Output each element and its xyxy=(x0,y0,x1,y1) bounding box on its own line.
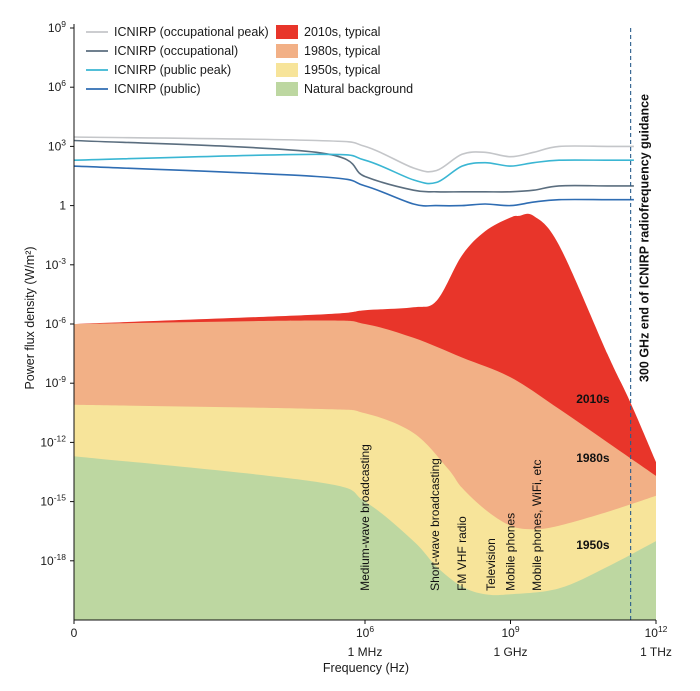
y-tick-label: 10-6 xyxy=(45,315,66,331)
line-icnirp-public xyxy=(73,165,634,207)
legend-swatch xyxy=(276,63,298,77)
x-tick-sublabel: 1 MHz xyxy=(348,645,383,659)
x-tick-sublabel: 1 GHz xyxy=(493,645,527,659)
x-tick-label: 109 xyxy=(501,624,519,640)
y-tick-label: 10-15 xyxy=(40,493,66,509)
legend-item-icnirp-public-peak: ICNIRP (public peak) xyxy=(114,63,231,77)
x-tick-label: 1012 xyxy=(645,624,668,640)
line-icnirp-occupational-peak xyxy=(73,136,634,173)
legend: ICNIRP (occupational peak) ICNIRP (occupa… xyxy=(86,25,413,96)
y-tick-label: 10-3 xyxy=(45,256,66,272)
axes-layer: 109 106 103 1 10-3 10-6 10-9 10-12 10-15 10-18 0 10… xyxy=(40,19,672,659)
x-axis-label: Frequency (Hz) xyxy=(323,661,409,675)
y-tick-label: 1 xyxy=(59,199,66,213)
legend-swatch xyxy=(276,44,298,58)
annotation-mobile-phones: Mobile phones xyxy=(504,513,518,591)
era-label-1950s: 1950s xyxy=(576,538,610,552)
y-axis-label: Power flux density (W/m²) xyxy=(23,246,37,389)
area-natural-background xyxy=(74,456,656,620)
legend-item-icnirp-occupational: ICNIRP (occupational) xyxy=(114,44,238,58)
legend-item-1980s-typical: 1980s, typical xyxy=(304,44,380,58)
y-tick-label: 106 xyxy=(48,78,66,94)
x-tick-label: 106 xyxy=(356,624,374,640)
y-tick-label: 103 xyxy=(48,137,66,153)
legend-item-icnirp-public: ICNIRP (public) xyxy=(114,82,201,96)
legend-item-icnirp-occupational-peak: ICNIRP (occupational peak) xyxy=(114,25,269,39)
guidance-label: 300 GHz end of ICNIRP radiofrequency gui… xyxy=(638,94,652,382)
y-tick-label: 10-18 xyxy=(40,552,66,568)
legend-item-2010s-typical: 2010s, typical xyxy=(304,25,380,39)
annotation-mobile-phones-wifi-etc: Mobile phones, WiFi, etc xyxy=(530,460,544,591)
annotation-fm-vhf-radio: FM VHF radio xyxy=(455,516,469,591)
annotation-television: Television xyxy=(484,538,498,591)
annotation-layer: Medium-wave broadcasting Short-wave broad… xyxy=(358,392,610,591)
legend-swatch xyxy=(276,82,298,96)
guidance-layer: 300 GHz end of ICNIRP radiofrequency gui… xyxy=(630,28,652,620)
era-label-2010s: 2010s xyxy=(576,392,610,406)
line-icnirp-public-peak xyxy=(73,153,634,185)
y-tick-label: 10-12 xyxy=(40,433,66,449)
annotation-short-wave-broadcasting: Short-wave broadcasting xyxy=(428,458,442,591)
icnirp-lines-layer xyxy=(73,136,634,207)
y-tick-label: 109 xyxy=(48,19,66,35)
annotation-medium-wave-broadcasting: Medium-wave broadcasting xyxy=(358,444,372,591)
y-tick-label: 10-9 xyxy=(45,374,66,390)
legend-item-1950s-typical: 1950s, typical xyxy=(304,63,380,77)
legend-swatch xyxy=(276,25,298,39)
x-tick-label: 0 xyxy=(71,626,78,640)
legend-item-natural-background: Natural background xyxy=(304,82,413,96)
x-tick-sublabel: 1 THz xyxy=(640,645,672,659)
era-label-1980s: 1980s xyxy=(576,451,610,465)
areas-layer xyxy=(74,213,656,620)
